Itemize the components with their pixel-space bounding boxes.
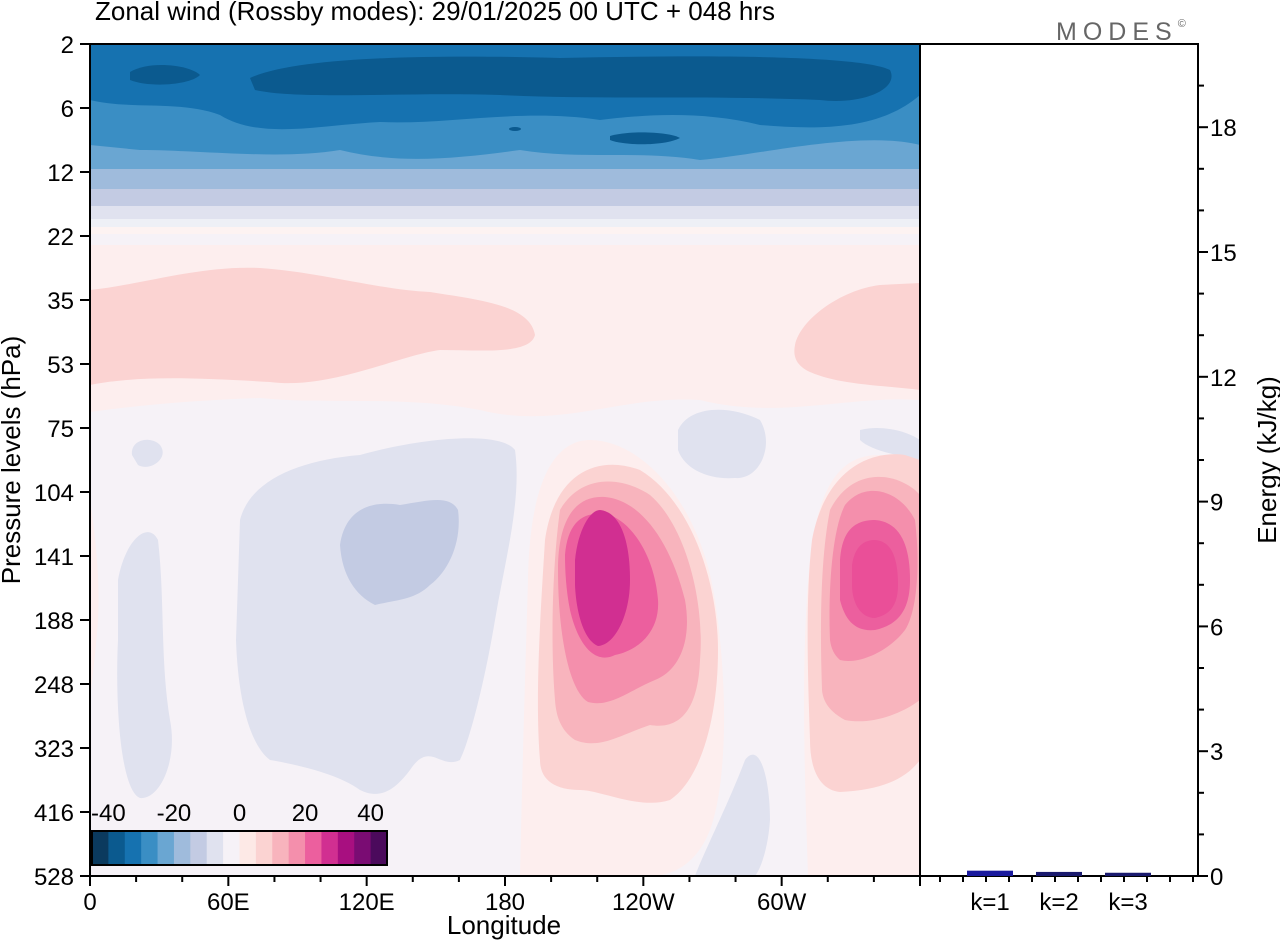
energy-bars: k=1 k=2 k=3: [967, 870, 1151, 916]
colorbar-swatch: [157, 831, 175, 865]
x-tick-label: 0: [83, 889, 96, 916]
colorbar-swatch: [92, 831, 109, 865]
energy-bar: [1105, 872, 1151, 876]
energy-axis-label: Energy (kJ/kg): [1252, 376, 1280, 544]
colorbar-swatch: [223, 831, 240, 865]
energy-tick-label: 18: [1210, 115, 1237, 142]
colorbar-swatch: [255, 831, 273, 865]
colorbar-swatch: [370, 831, 388, 865]
colorbar-swatch: [272, 831, 290, 865]
x-axis-label: Longitude: [447, 910, 561, 940]
y-tick-label: 6: [61, 96, 74, 123]
y-tick-label: 248: [34, 672, 74, 699]
y-tick-label: 104: [34, 480, 74, 507]
energy-category-label: k=2: [1039, 889, 1078, 916]
x-tick-label: 180: [485, 889, 525, 916]
colorbar-swatch: [124, 831, 142, 865]
y-tick-label: 53: [47, 352, 74, 379]
logo-text: MODES: [1056, 18, 1178, 46]
colorbar-swatch: [239, 831, 257, 865]
colorbar-swatch: [321, 831, 339, 865]
chart-title: Zonal wind (Rossby modes): 29/01/2025 00…: [95, 0, 775, 26]
energy-panel-frame: [919, 43, 1199, 877]
y-tick-label: 35: [47, 288, 74, 315]
y-tick-label: 2: [61, 32, 74, 59]
energy-category-label: k=1: [970, 889, 1009, 916]
y-tick-label: 528: [34, 864, 74, 891]
x-tick-label: 60W: [757, 889, 807, 916]
energy-tick-label: 3: [1210, 739, 1223, 766]
wind-contour-field: [90, 44, 920, 876]
x-tick-label: 120W: [612, 889, 675, 916]
y-tick-label: 12: [47, 160, 74, 187]
energy-tick-label: 9: [1210, 490, 1223, 517]
x-tick-label: 60E: [207, 889, 250, 916]
colorbar-tick-label: -40: [91, 800, 126, 827]
colorbar-swatch: [354, 831, 372, 865]
colorbar-swatch: [337, 831, 355, 865]
y-tick-label: 416: [34, 800, 74, 827]
colorbar-tick-label: -20: [157, 800, 192, 827]
y-axis-label: Pressure levels (hPa): [0, 336, 26, 585]
y-tick-label: 22: [47, 224, 74, 251]
colorbar-tick-label: 20: [292, 800, 319, 827]
colorbar-swatch: [288, 831, 306, 865]
y-tick-label: 323: [34, 736, 74, 763]
colorbar-swatch: [305, 831, 322, 865]
energy-bar: [967, 870, 1013, 876]
y-tick-label: 188: [34, 608, 74, 635]
energy-bar: [1036, 871, 1082, 876]
energy-category-label: k=3: [1108, 889, 1147, 916]
y-tick-label: 141: [34, 544, 74, 571]
colorbar-swatch: [206, 831, 224, 865]
colorbar-swatch: [141, 831, 159, 865]
energy-tick-label: 15: [1210, 240, 1237, 267]
colorbar-tick-label: 0: [233, 800, 246, 827]
colorbar-swatch: [190, 831, 208, 865]
energy-tick-label: 0: [1210, 864, 1223, 891]
energy-tick-label: 12: [1210, 365, 1237, 392]
y-tick-label: 75: [47, 416, 74, 443]
colorbar-tick-label: 40: [357, 800, 384, 827]
colorbar-swatch: [173, 831, 191, 865]
copyright-mark: ©: [1177, 18, 1186, 30]
colorbar: -40 -20 0 20 40: [91, 800, 388, 866]
modes-logo: MODES©: [1056, 18, 1186, 47]
energy-tick-label: 6: [1210, 614, 1223, 641]
colorbar-swatch: [108, 831, 126, 865]
colorbar-frame: [91, 830, 388, 866]
x-tick-label: 120E: [339, 889, 395, 916]
